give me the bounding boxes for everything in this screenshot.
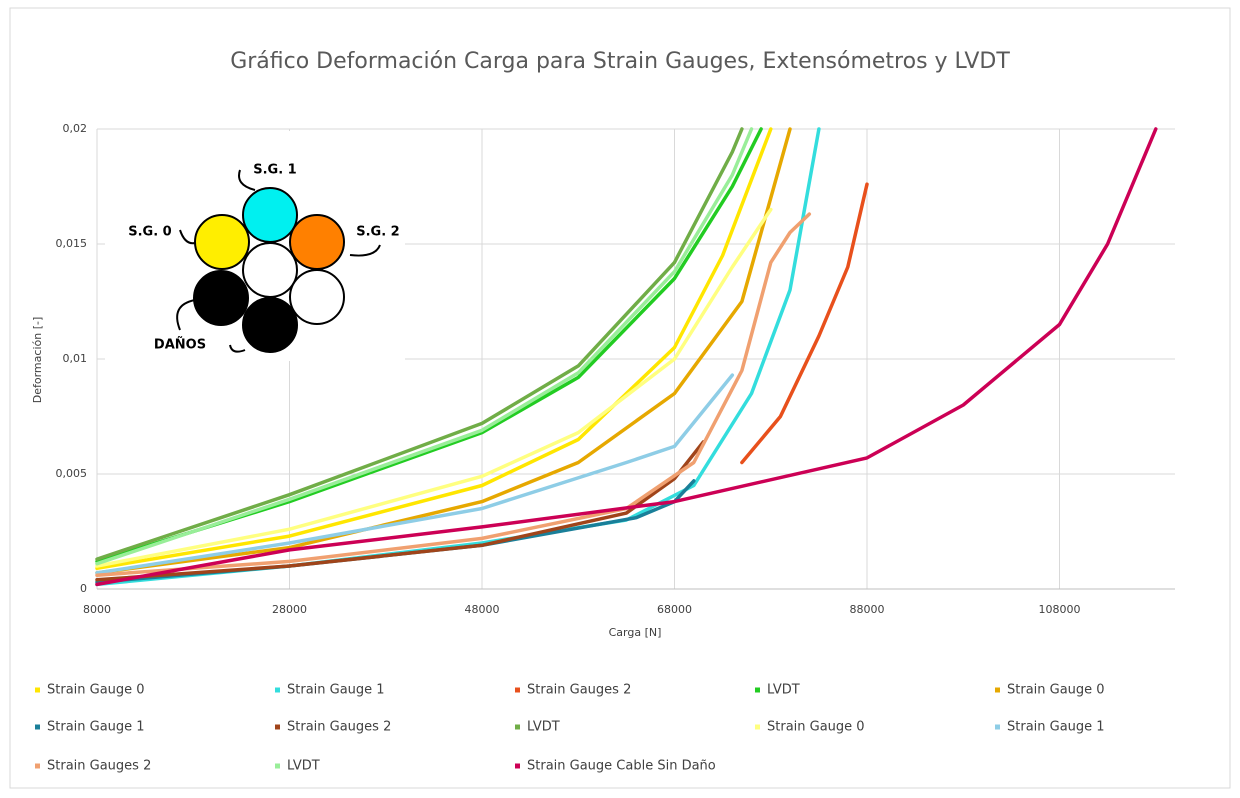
legend-label: Strain Gauge Cable Sin Daño xyxy=(527,759,716,774)
arrow xyxy=(179,229,196,245)
legend-label: LVDT xyxy=(287,759,320,774)
legend-marker xyxy=(755,724,760,730)
legend-label: Strain Gauge 0 xyxy=(767,720,865,735)
legend-label: Strain Gauges 2 xyxy=(47,759,151,774)
legend-marker xyxy=(275,687,280,693)
annotation: S.G. 2 xyxy=(356,225,399,240)
x-tick-label: 28000 xyxy=(272,603,307,616)
strand xyxy=(194,214,250,270)
x-tick-label: 108000 xyxy=(1039,603,1081,616)
x-tick-label: 8000 xyxy=(83,603,111,616)
series-line xyxy=(95,127,792,575)
strand xyxy=(193,270,249,326)
legend-marker xyxy=(515,763,520,769)
arrow xyxy=(176,299,196,331)
legend-label: LVDT xyxy=(527,720,560,735)
series-line xyxy=(95,207,773,568)
legend-marker xyxy=(995,724,1000,730)
annotation: S.G. 0 xyxy=(128,225,171,240)
y-tick-label: 0,02 xyxy=(63,122,88,135)
strand xyxy=(242,187,298,243)
annotation: DAÑOS xyxy=(154,337,206,353)
arrow xyxy=(238,169,256,191)
legend-label: Strain Gauge 0 xyxy=(47,683,145,698)
legend-label: LVDT xyxy=(767,683,800,698)
legend-label: Strain Gauge 0 xyxy=(1007,683,1105,698)
inset-diagram: S.G. 1 S.G. 0 S.G. 2 DAÑOS xyxy=(105,131,405,361)
legend-marker xyxy=(35,687,40,693)
series-line xyxy=(95,127,1158,587)
series-line xyxy=(95,212,812,577)
y-tick-label: 0 xyxy=(80,582,87,595)
x-tick-label: 68000 xyxy=(657,603,692,616)
y-tick-label: 0,015 xyxy=(56,237,88,250)
series-line xyxy=(95,127,773,571)
arrow xyxy=(349,244,381,257)
strand xyxy=(289,214,345,270)
y-axis-label: Deformación [-] xyxy=(31,317,44,403)
chart-title: Gráfico Deformación Carga para Strain Ga… xyxy=(230,49,1010,74)
legend-label: Strain Gauge 1 xyxy=(287,683,385,698)
legend-label: Strain Gauge 1 xyxy=(1007,720,1105,735)
x-tick-label: 48000 xyxy=(465,603,500,616)
legend-marker xyxy=(995,687,1000,693)
series-line xyxy=(95,127,744,561)
series-line xyxy=(95,127,763,564)
y-tick-label: 0,005 xyxy=(56,467,88,480)
strand xyxy=(242,242,298,298)
strand xyxy=(242,297,298,353)
legend-label: Strain Gauges 2 xyxy=(527,683,631,698)
legend-marker xyxy=(35,724,40,730)
x-tick-label: 88000 xyxy=(850,603,885,616)
legend-marker xyxy=(35,763,40,769)
series-line xyxy=(740,182,869,465)
legend-marker xyxy=(275,724,280,730)
x-axis-label: Carga [N] xyxy=(609,626,662,639)
legend-marker xyxy=(515,687,520,693)
strand xyxy=(289,269,345,325)
legend-marker xyxy=(515,724,520,730)
series-line xyxy=(95,127,754,566)
legend-marker xyxy=(755,687,760,693)
annotation: S.G. 1 xyxy=(253,163,296,178)
legend-label: Strain Gauges 2 xyxy=(287,720,391,735)
legend-marker xyxy=(275,763,280,769)
legend-label: Strain Gauge 1 xyxy=(47,720,145,735)
arrow xyxy=(229,344,246,353)
series-line xyxy=(95,373,735,575)
y-tick-label: 0,01 xyxy=(63,352,88,365)
